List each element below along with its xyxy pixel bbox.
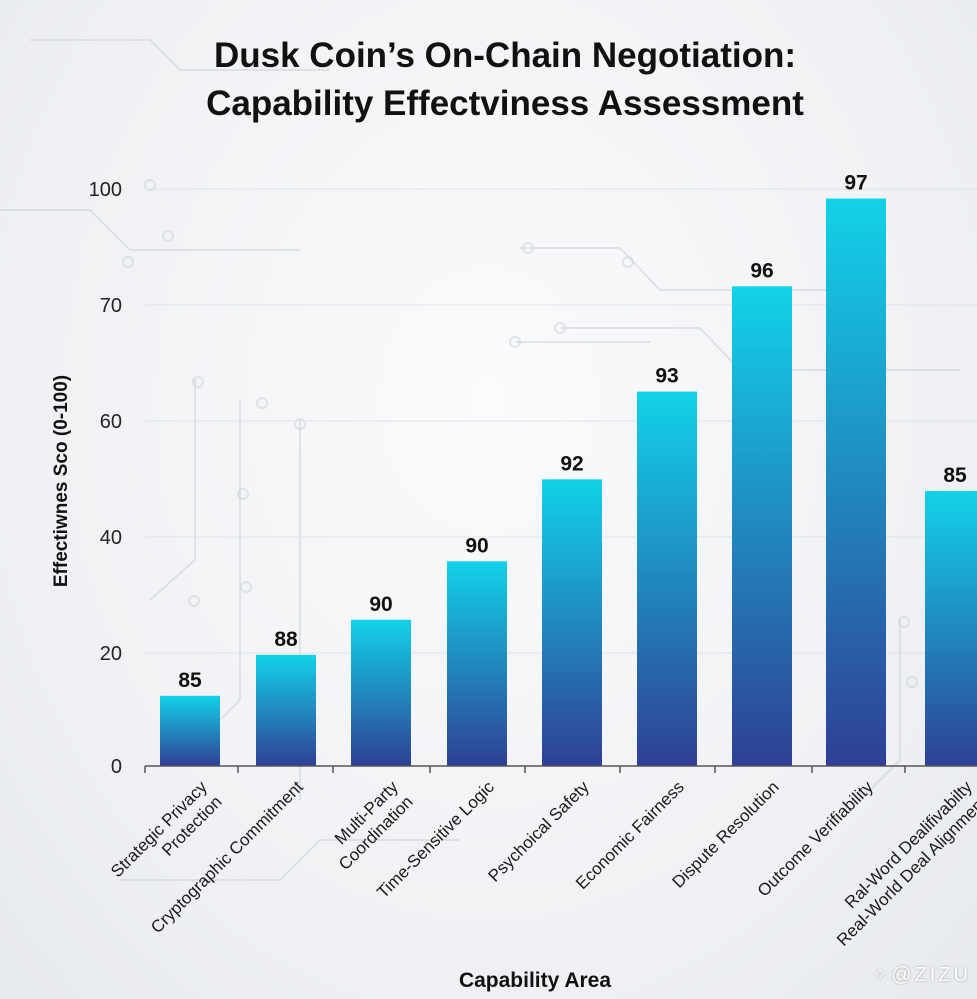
circuit-node [122, 256, 134, 268]
circuit-line [30, 39, 330, 71]
circuit-node [144, 179, 156, 191]
bar [826, 198, 886, 767]
bar [542, 479, 602, 766]
watermark: ✧@ZIZU [871, 964, 971, 986]
y-tick-label: 100 [89, 179, 122, 201]
circuit-node [240, 581, 252, 593]
bar-value-label: 90 [369, 593, 392, 616]
chart-title-line-1: Dusk Coin’s On-Chain Negotiation: [213, 36, 797, 75]
bar-value-label: 92 [560, 452, 583, 475]
circuit-node [192, 376, 204, 388]
circuit-line [0, 209, 300, 251]
x-axis-label: Capability Area [459, 969, 611, 992]
bars: 85 88 90 90 92 93 96 97 85 [160, 172, 977, 767]
chart-title: Dusk Coin’s On-Chain Negotiation: Capabi… [0, 32, 977, 128]
y-axis-label: Effectiwnes Sco (0-100) [51, 375, 72, 587]
circuit-node [188, 595, 200, 607]
circuit-line [149, 380, 196, 601]
bar-value-label: 96 [750, 259, 773, 282]
bar [925, 491, 977, 766]
circuit-node [906, 676, 918, 688]
y-tick-label: 70 [100, 295, 122, 317]
y-tick-label: 60 [100, 411, 122, 433]
circuit-node [554, 322, 566, 334]
circuit-node [294, 418, 306, 430]
bar-value-label: 85 [178, 669, 202, 692]
bar-value-label: 85 [943, 464, 967, 487]
bar-value-label: 90 [465, 534, 488, 557]
y-tick-label: 20 [100, 643, 122, 665]
bar [351, 619, 411, 766]
chart-title-line-2: Capability Effectviness Assessment [206, 84, 804, 123]
y-tick-label: 0 [111, 756, 122, 778]
circuit-line [120, 839, 460, 881]
y-tick-label: 40 [100, 527, 122, 549]
circuit-node [256, 397, 268, 409]
x-tick-label: Psychoical Safety [485, 777, 594, 886]
bar [637, 391, 697, 766]
circuit-node [898, 616, 910, 628]
circuit-line [859, 620, 901, 801]
circuit-node [162, 230, 174, 242]
bar-value-label: 88 [274, 628, 298, 651]
circuit-line [199, 400, 241, 741]
bar [447, 561, 507, 766]
bar-value-label: 93 [655, 365, 678, 388]
circuit-node [522, 242, 534, 254]
circuit-node [237, 488, 249, 500]
bar [256, 654, 316, 766]
circuit-node [509, 336, 521, 348]
bar [732, 286, 792, 766]
circuit-line [520, 247, 860, 291]
bar [160, 695, 220, 766]
x-axis: Strategic PrivacyProtectionCryptographic… [107, 765, 977, 950]
bar-value-label: 97 [844, 172, 867, 195]
circuit-node [622, 256, 634, 268]
